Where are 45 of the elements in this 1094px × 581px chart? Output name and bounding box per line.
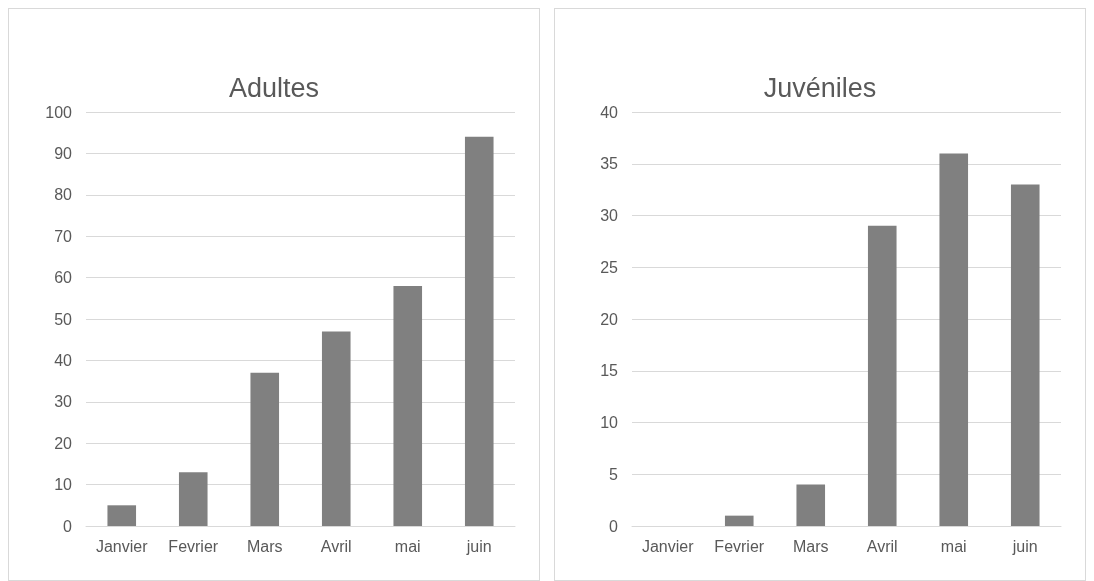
y-tick-label: 90 bbox=[54, 144, 73, 162]
chart-title: Juvéniles bbox=[763, 72, 877, 103]
x-tick-label: mai bbox=[940, 537, 967, 555]
bar bbox=[796, 484, 826, 526]
y-tick-label: 10 bbox=[600, 414, 619, 431]
y-tick-label: 80 bbox=[54, 186, 73, 204]
x-tick-label: Mars bbox=[246, 537, 283, 555]
x-tick-label: Fevrier bbox=[168, 537, 219, 555]
y-tick-label: 5 bbox=[609, 465, 619, 483]
y-tick-label: 25 bbox=[600, 258, 619, 276]
y-tick-label: 0 bbox=[63, 517, 73, 535]
y-tick-label: 15 bbox=[600, 362, 619, 380]
y-tick-label: 50 bbox=[54, 310, 73, 328]
bar bbox=[867, 225, 897, 526]
y-tick-label: 40 bbox=[54, 351, 73, 369]
bar bbox=[724, 515, 754, 526]
x-tick-label: mai bbox=[394, 537, 421, 555]
x-tick-label: Mars bbox=[792, 537, 829, 555]
y-tick-label: 20 bbox=[54, 434, 73, 452]
x-tick-label: Avril bbox=[320, 537, 352, 555]
x-tick-label: juin bbox=[1011, 537, 1038, 555]
y-tick-label: 100 bbox=[45, 103, 73, 121]
bar bbox=[178, 472, 208, 526]
bar bbox=[393, 285, 423, 526]
x-tick-label: Janvier bbox=[95, 537, 149, 555]
x-tick-label: Janvier bbox=[641, 537, 695, 555]
y-tick-label: 35 bbox=[600, 155, 619, 173]
y-tick-label: 60 bbox=[54, 269, 73, 287]
bar bbox=[107, 505, 137, 526]
x-tick-label: juin bbox=[465, 537, 492, 555]
y-tick-label: 20 bbox=[600, 310, 619, 328]
bar bbox=[321, 331, 351, 526]
bar bbox=[1010, 184, 1040, 526]
y-tick-label: 70 bbox=[54, 227, 73, 245]
y-tick-label: 30 bbox=[54, 393, 73, 411]
y-tick-label: 40 bbox=[600, 103, 619, 121]
x-tick-label: Fevrier bbox=[714, 537, 765, 555]
chart-title: Adultes bbox=[228, 72, 320, 103]
y-tick-label: 10 bbox=[54, 476, 73, 494]
bar bbox=[464, 136, 494, 526]
bar bbox=[939, 153, 969, 526]
y-tick-label: 0 bbox=[609, 517, 619, 535]
x-tick-label: Avril bbox=[866, 537, 898, 555]
bar bbox=[250, 372, 280, 526]
y-tick-label: 30 bbox=[600, 207, 619, 224]
